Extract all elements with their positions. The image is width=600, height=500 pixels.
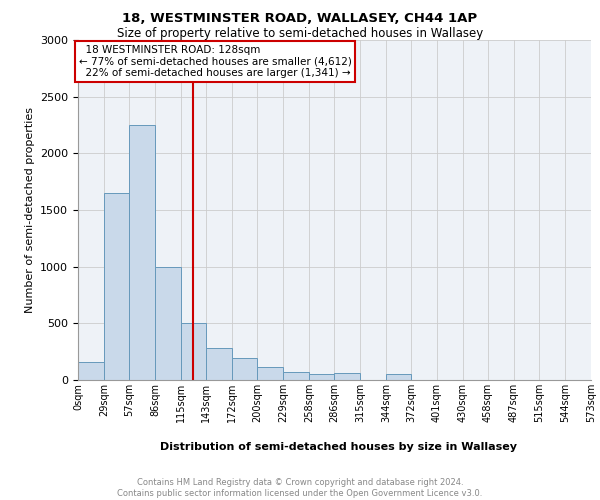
Bar — [334, 372, 360, 380]
Bar — [129, 125, 155, 380]
Y-axis label: Number of semi-detached properties: Number of semi-detached properties — [25, 107, 35, 313]
Bar — [283, 372, 309, 380]
Bar — [181, 324, 206, 380]
Bar — [104, 193, 129, 380]
Bar — [309, 374, 334, 380]
Text: 18 WESTMINSTER ROAD: 128sqm
← 77% of semi-detached houses are smaller (4,612)
  : 18 WESTMINSTER ROAD: 128sqm ← 77% of sem… — [79, 45, 352, 78]
Text: Contains HM Land Registry data © Crown copyright and database right 2024.
Contai: Contains HM Land Registry data © Crown c… — [118, 478, 482, 498]
Bar — [257, 367, 283, 380]
Bar — [386, 374, 411, 380]
Bar — [206, 348, 232, 380]
Text: Distribution of semi-detached houses by size in Wallasey: Distribution of semi-detached houses by … — [160, 442, 517, 452]
Text: Size of property relative to semi-detached houses in Wallasey: Size of property relative to semi-detach… — [117, 28, 483, 40]
Text: 18, WESTMINSTER ROAD, WALLASEY, CH44 1AP: 18, WESTMINSTER ROAD, WALLASEY, CH44 1AP — [122, 12, 478, 26]
Bar — [232, 358, 257, 380]
Bar — [78, 362, 104, 380]
Bar — [155, 266, 181, 380]
